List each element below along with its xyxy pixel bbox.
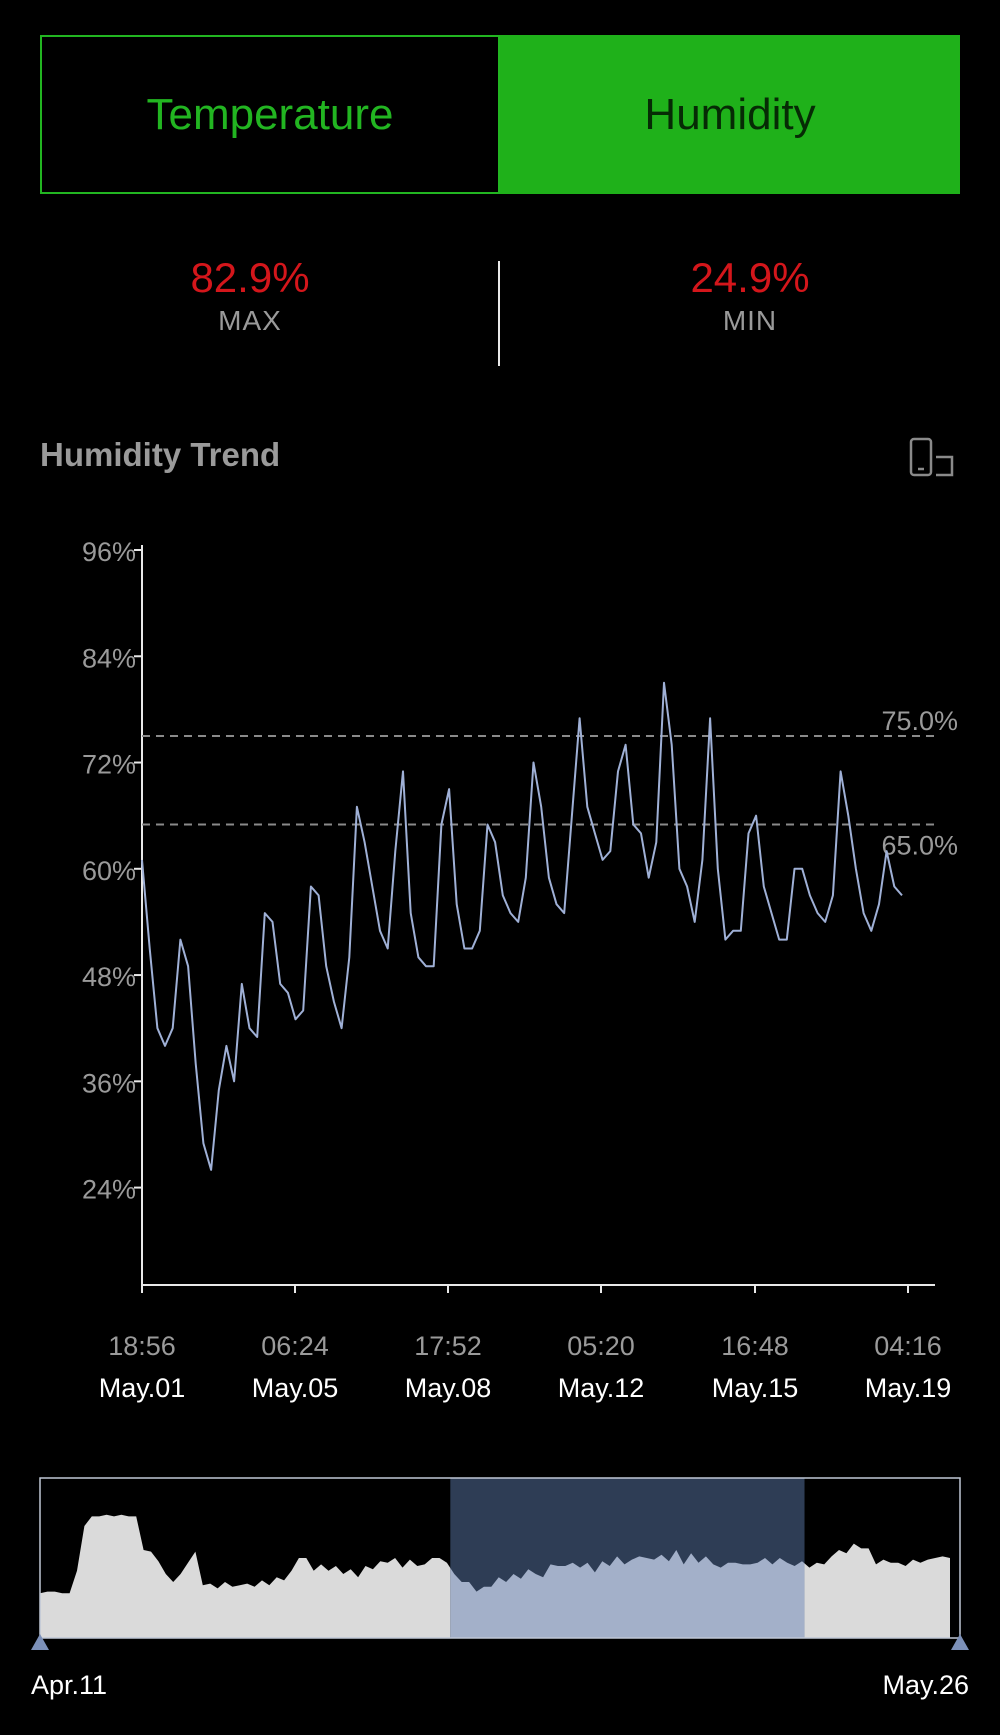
x-tick-date: May.12 <box>558 1373 645 1403</box>
navigator-start-handle-icon <box>31 1634 49 1650</box>
trend-title: Humidity Trend <box>40 436 281 473</box>
humidity-trend-chart[interactable]: 96% 84% 72% 60% 48% 36% 24% 18:56 May.01 06:24 May… <box>0 520 1000 1410</box>
x-tick-date: May.15 <box>712 1373 799 1403</box>
reference-line-label: 75.0% <box>881 706 958 736</box>
y-tick-label: 36% <box>82 1068 136 1098</box>
navigator-area-selected <box>450 1550 805 1638</box>
x-tick-time: 04:16 <box>874 1331 942 1361</box>
min-value: 24.9% <box>690 254 810 301</box>
y-tick-label: 84% <box>82 643 136 673</box>
navigator-end-handle-icon <box>951 1634 969 1650</box>
max-stat: 82.9% MAX <box>100 254 400 337</box>
range-navigator[interactable] <box>0 1470 1000 1650</box>
x-tick-date: May.01 <box>99 1373 186 1403</box>
x-tick-time: 18:56 <box>108 1331 176 1361</box>
max-label: MAX <box>218 305 282 337</box>
y-tick-label: 48% <box>82 962 136 992</box>
x-tick-date: May.19 <box>865 1373 952 1403</box>
stats-panel: 82.9% MAX 24.9% MIN <box>0 254 1000 370</box>
tab-temperature[interactable]: Temperature <box>40 35 500 194</box>
navigator-frame <box>39 1477 961 1639</box>
x-tick-time: 06:24 <box>261 1331 329 1361</box>
humidity-series-line <box>141 681 903 1171</box>
rotate-screen-icon[interactable] <box>908 437 956 479</box>
y-tick-label: 72% <box>82 750 136 780</box>
metric-tabs: Temperature Humidity <box>40 35 960 194</box>
x-tick-time: 05:20 <box>567 1331 635 1361</box>
navigator-end-label: May.26 <box>882 1670 969 1700</box>
max-value: 82.9% <box>190 254 310 301</box>
reference-line-label: 65.0% <box>881 831 958 861</box>
x-tick-date: May.08 <box>405 1373 492 1403</box>
x-tick-time: 16:48 <box>721 1331 789 1361</box>
stats-divider <box>498 261 500 366</box>
y-tick-label: 24% <box>82 1175 136 1205</box>
tab-humidity[interactable]: Humidity <box>500 35 960 194</box>
navigator-start-label: Apr.11 <box>31 1670 108 1700</box>
y-tick-label: 96% <box>82 537 136 567</box>
min-label: MIN <box>722 305 778 337</box>
x-tick-time: 17:52 <box>414 1331 482 1361</box>
y-tick-label: 60% <box>82 856 136 886</box>
min-stat: 24.9% MIN <box>600 254 900 337</box>
x-tick-date: May.05 <box>252 1373 339 1403</box>
